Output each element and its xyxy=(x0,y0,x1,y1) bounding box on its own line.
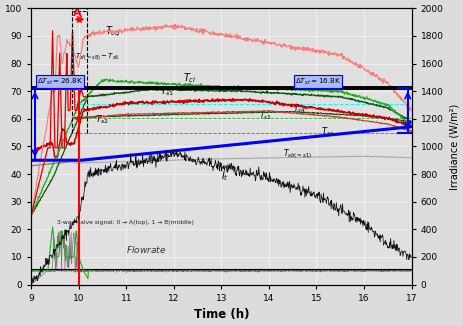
Text: $T_{sb(=s1)}$: $T_{sb(=s1)}$ xyxy=(282,147,312,161)
Text: $\Delta T_{st}=16.8$K: $\Delta T_{st}=16.8$K xyxy=(294,77,340,87)
Text: $T_{ci}$: $T_{ci}$ xyxy=(183,71,196,85)
Text: $\Delta T_{st}=26.8$K: $\Delta T_{st}=26.8$K xyxy=(37,77,82,87)
Text: $T_{s3}$: $T_{s3}$ xyxy=(259,109,271,122)
Text: $T_{so}$: $T_{so}$ xyxy=(320,125,334,138)
Text: $T_{s1}$: $T_{s1}$ xyxy=(159,85,174,98)
Text: $T_{cq}$: $T_{cq}$ xyxy=(105,25,120,39)
Text: $T_{s2}$: $T_{s2}$ xyxy=(95,114,109,126)
Text: $I_t$: $I_t$ xyxy=(221,170,229,184)
Text: $Flowrate$: $Flowrate$ xyxy=(126,244,166,255)
X-axis label: Time (h): Time (h) xyxy=(193,308,249,321)
Text: $T_{s4}$: $T_{s4}$ xyxy=(292,103,305,115)
Text: A: A xyxy=(72,8,81,18)
Text: $T_{sf(=s8)}-T_{s6}$: $T_{sf(=s8)}-T_{s6}$ xyxy=(75,52,119,62)
Y-axis label: Irradiance (W/m²): Irradiance (W/m²) xyxy=(448,103,458,190)
Text: 3-way valve signal: 0 → A(top), 1 → B(middle): 3-way valve signal: 0 → A(top), 1 → B(mi… xyxy=(57,220,194,225)
